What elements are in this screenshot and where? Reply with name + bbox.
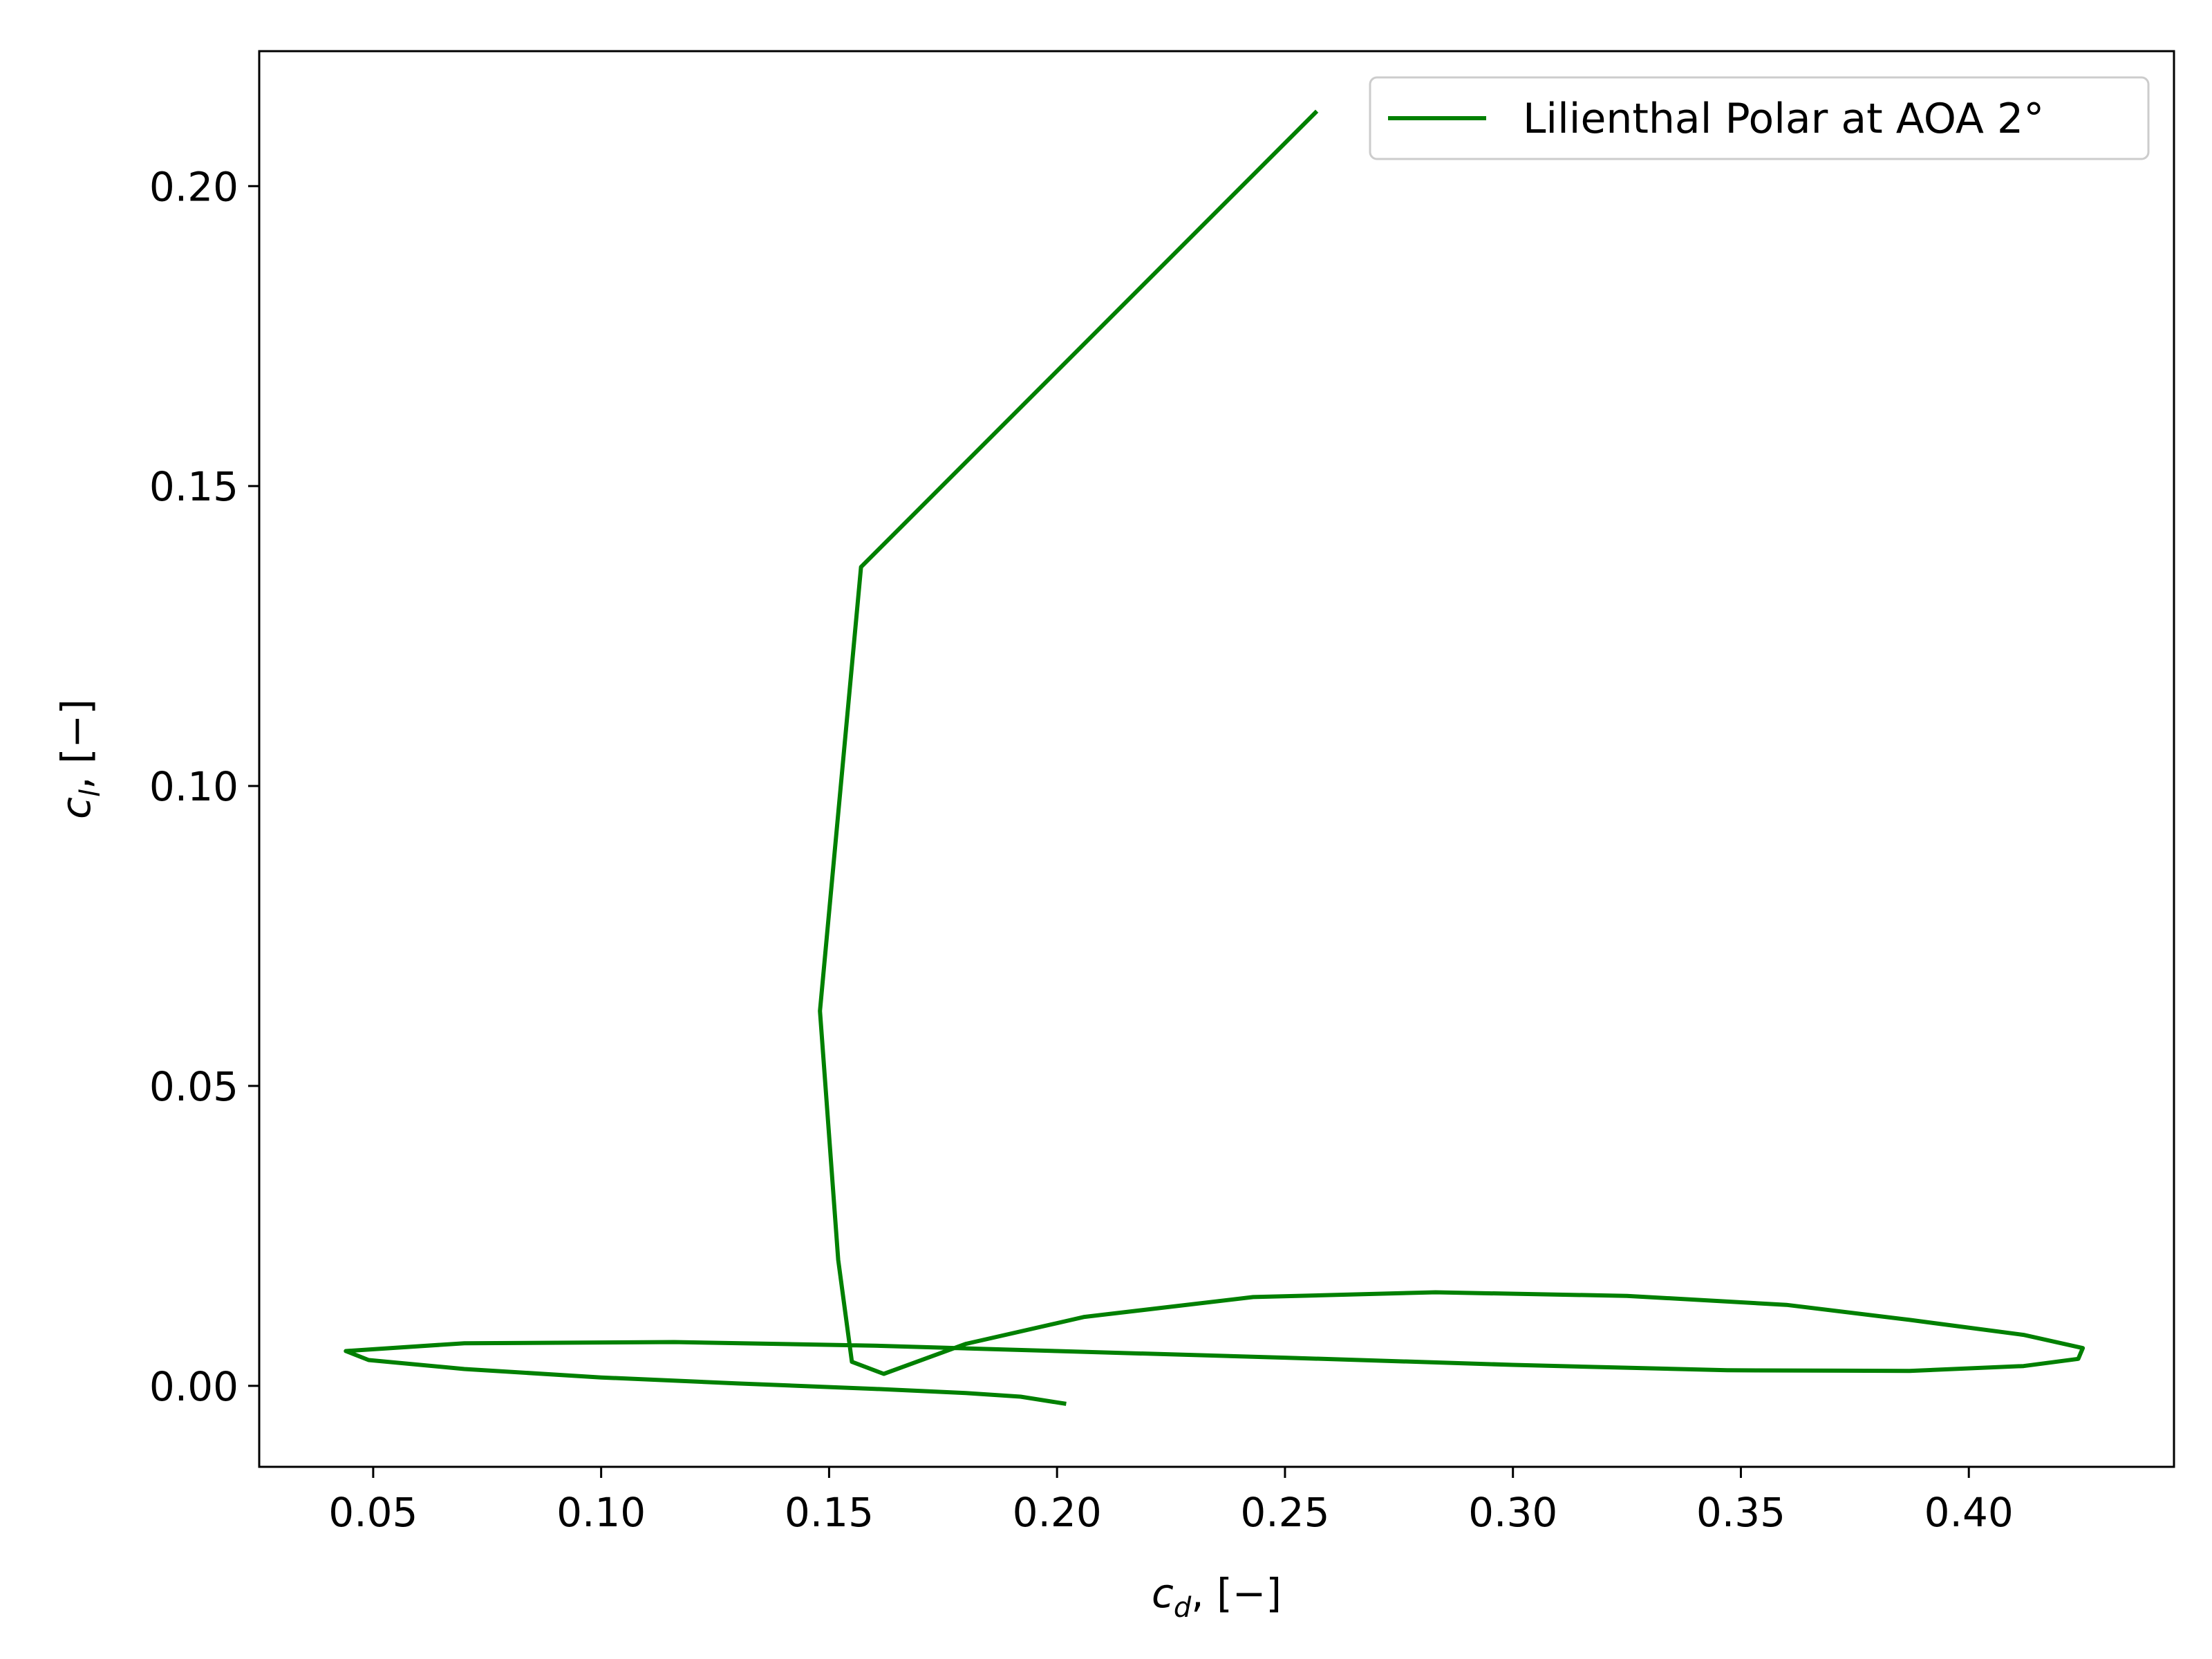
series-line-0 [344, 109, 2086, 1406]
y-tick-label: 0.15 [149, 463, 238, 510]
x-tick-label: 0.40 [1924, 1489, 2014, 1536]
y-tick-label: 0.10 [149, 763, 238, 810]
x-tick-label: 0.30 [1468, 1489, 1557, 1536]
y-axis-label: cl, [−] [53, 699, 106, 819]
y-tick-label: 0.00 [149, 1363, 238, 1410]
x-tick-label: 0.10 [556, 1489, 646, 1536]
x-tick-label: 0.25 [1240, 1489, 1329, 1536]
x-tick-label: 0.35 [1696, 1489, 1785, 1536]
plot-frame [258, 50, 2175, 1468]
x-tick-label: 0.20 [1013, 1489, 1102, 1536]
y-tick-label: 0.20 [149, 163, 238, 210]
legend-box [1369, 76, 2150, 160]
x-axis-label: cd, [−] [1152, 1570, 1282, 1624]
legend: Lilienthal Polar at AOA 2° [1369, 76, 2150, 160]
y-axis-ticks: 0.00 0.05 0.10 0.15 0.20 [149, 163, 259, 1410]
x-axis-ticks: 0.05 0.10 0.15 0.20 0.25 0.30 0.35 0.40 [328, 1467, 2014, 1536]
y-tick-label: 0.05 [149, 1063, 238, 1110]
series-layer [344, 109, 2086, 1406]
legend-entry-label: Lilienthal Polar at AOA 2° [1523, 95, 2044, 143]
x-tick-label: 0.15 [785, 1489, 874, 1536]
x-tick-label: 0.05 [328, 1489, 418, 1536]
plot-area [259, 51, 2174, 1467]
